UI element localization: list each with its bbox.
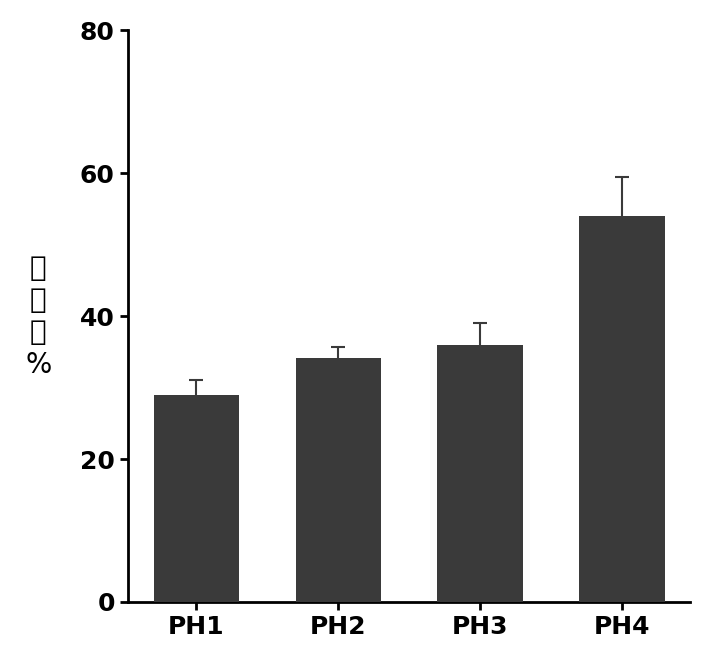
Bar: [579, 216, 665, 602]
Bar: [154, 395, 239, 602]
Y-axis label: 存
活
率
%: 存 活 率 %: [25, 253, 51, 379]
Bar: [296, 358, 380, 602]
Bar: [437, 345, 523, 602]
